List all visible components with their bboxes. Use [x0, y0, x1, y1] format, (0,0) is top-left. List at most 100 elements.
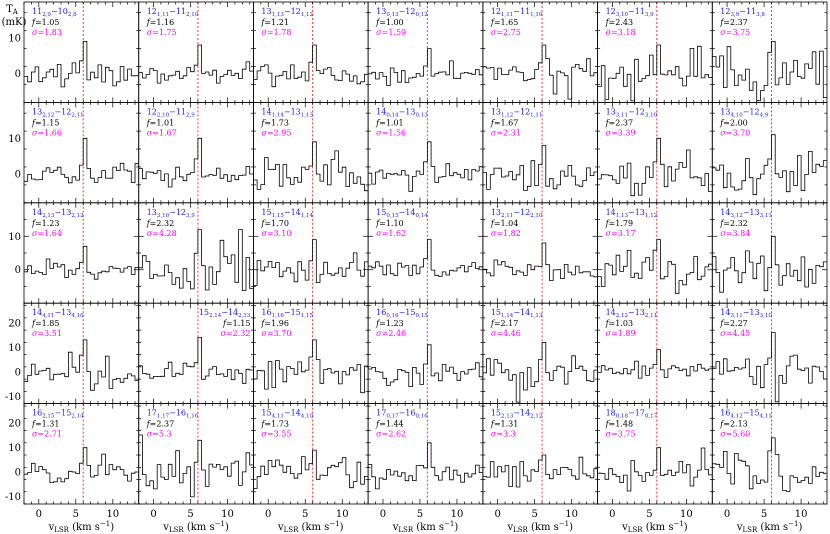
spectrum-panel: 170,17−160,16f=1.44σ=2.62: [367, 403, 484, 505]
spectrum-line: [712, 41, 827, 102]
f-value-label: f=1.10: [375, 219, 403, 228]
spectrum-panel: 121,11−112,10f=1.16σ=1.75: [138, 1, 254, 103]
y-tick-label: 10: [8, 33, 21, 44]
spectrum-panel: 130,13−120,12f=1.00σ=1.59: [367, 1, 484, 103]
transition-label: 140,14−130,13: [376, 107, 428, 118]
spectrum-line: [24, 245, 139, 280]
axes-text-layer: TA (mK): [2, 4, 27, 28]
sigma-value-label: σ=1.67: [147, 128, 177, 137]
spectrum-line: [482, 44, 598, 100]
x-tick-label: 5: [761, 509, 767, 520]
spectrum-line: [482, 145, 598, 191]
spectrum-panel: 161,16−151,15f=1.96σ=3.70: [253, 302, 369, 405]
y-tick-label: 0: [15, 468, 21, 479]
panels-layer: 112,9−102,8f=1.05σ=1.83 0 10 121,11−112,10f…: [5, 1, 828, 534]
sigma-value-label: σ=2.62: [376, 430, 406, 439]
spectrum-panel: 142,12−132,11f=1.03σ=1.89: [597, 302, 713, 405]
spectrum-line: [138, 137, 254, 188]
spectrum-panel: 112,9−102,8f=1.05σ=1.83: [23, 1, 140, 103]
x-tick-label: 10: [336, 509, 349, 520]
f-value-label: f=1.67: [490, 118, 518, 127]
transition-label: 134,10−124,9: [720, 107, 769, 118]
sigma-value-label: σ=5.60: [720, 430, 750, 439]
transition-label: 154,11−144,10: [261, 409, 313, 420]
y-tick-label: 10: [8, 343, 21, 354]
spectrum-line: [253, 44, 369, 88]
spectrum-line: [253, 339, 369, 394]
spectrum-line: [482, 242, 598, 281]
spectrum-line: [138, 229, 254, 291]
transition-label: 164,12−154,11: [720, 409, 772, 420]
transition-label: 141,14−131,13: [261, 107, 313, 118]
spectrum-panel: 171,17−161,16f=2.37σ=5.3: [138, 403, 254, 505]
spectrum-line: [24, 137, 139, 184]
f-value-label: f=2.27: [719, 319, 747, 328]
f-value-label: f=2.43: [605, 18, 633, 27]
transition-label: 131,12−121,11: [491, 107, 543, 118]
x-axis-label: vLSR (km s−1): [162, 520, 229, 534]
sigma-value-label: σ=2.71: [32, 430, 62, 439]
x-tick-label: 10: [680, 509, 693, 520]
sigma-value-label: σ=3.51: [32, 329, 62, 338]
spectrum-panel: 151,14−141,13f=2.17σ=4.46: [482, 302, 598, 405]
x-tick-label: 5: [187, 509, 193, 520]
f-value-label: f=1.73: [260, 420, 288, 429]
transition-label: 142,12−132,11: [606, 308, 658, 319]
transition-label: 161,16−151,15: [261, 308, 313, 319]
sigma-value-label: σ=3.70: [720, 128, 750, 137]
spectrum-line: [368, 141, 483, 192]
f-value-label: f=1.96: [260, 319, 288, 328]
transition-label: 142,13−132,12: [32, 208, 84, 219]
f-value-label: f=1.48: [605, 420, 633, 429]
spectrum-line: [24, 447, 139, 483]
y-tick-label: 10: [8, 232, 21, 243]
f-value-label: f=2.00: [719, 118, 747, 127]
sigma-value-label: σ=4.28: [147, 229, 177, 238]
f-value-label: f=1.23: [31, 219, 59, 228]
spectrum-panel: 122,10−112,9f=1.01σ=1.67: [138, 102, 254, 204]
spectrum-line: [253, 239, 369, 286]
transition-label: 152,13−142,12: [491, 409, 543, 420]
sigma-value-label: σ=2.31: [491, 128, 521, 137]
spectrum-panel: 132,12−122,11f=1.15σ=1.66: [23, 102, 140, 204]
transition-label: 143,11−133,10: [720, 308, 772, 319]
spectrum-line: [597, 447, 713, 492]
x-tick-label: 0: [380, 509, 386, 520]
y-tick-label: 0: [15, 265, 21, 276]
x-tick-label: 10: [795, 509, 808, 520]
x-tick-label: 0: [724, 509, 730, 520]
spectrum-line: [712, 235, 827, 293]
transition-label: 162,15−152,14: [32, 409, 84, 420]
y-axis-label-sub: A: [12, 8, 19, 16]
spectrum-line: [482, 342, 598, 403]
f-value-label: f=1.01: [146, 118, 174, 127]
spectrum-panel: 141,14−131,13f=1.73σ=2.95: [253, 102, 369, 204]
sigma-value-label: σ=4.46: [491, 329, 521, 338]
x-tick-label: 10: [221, 509, 234, 520]
spectrum-line: [368, 442, 483, 490]
x-tick-label: 10: [451, 509, 464, 520]
y-axis-unit: (mK): [2, 17, 27, 28]
f-value-label: f=2.37: [146, 420, 174, 429]
x-tick-label: 5: [302, 509, 308, 520]
sigma-value-label: σ=3.70: [261, 329, 291, 338]
y-tick-label: 10: [8, 443, 21, 454]
f-value-label: f=1.21: [260, 18, 288, 27]
transition-label: 132,12−122,11: [32, 107, 84, 118]
x-axis-label: vLSR (km s−1): [621, 520, 688, 534]
f-value-label: f=2.13: [719, 420, 747, 429]
f-value-label: f=1.00: [375, 18, 403, 27]
x-tick-label: 0: [265, 509, 271, 520]
sigma-value-label: σ=3.39: [606, 128, 636, 137]
transition-label: 133,11−123,10: [606, 107, 658, 118]
sigma-value-label: σ=3.75: [720, 28, 750, 37]
spectrum-panel: 150,15−140,14f=1.10σ=1.62: [367, 202, 484, 304]
f-value-label: f=1.31: [31, 420, 59, 429]
transition-label: 170,17−160,16: [376, 409, 428, 420]
f-value-label: f=2.32: [719, 219, 747, 228]
y-tick-label: 0: [15, 170, 21, 181]
transition-label: 123,10−113,9: [606, 7, 655, 18]
spectrum-panel: 152,13−142,12f=1.31σ=3.3: [482, 403, 598, 505]
sigma-value-label: σ=3.55: [261, 430, 291, 439]
